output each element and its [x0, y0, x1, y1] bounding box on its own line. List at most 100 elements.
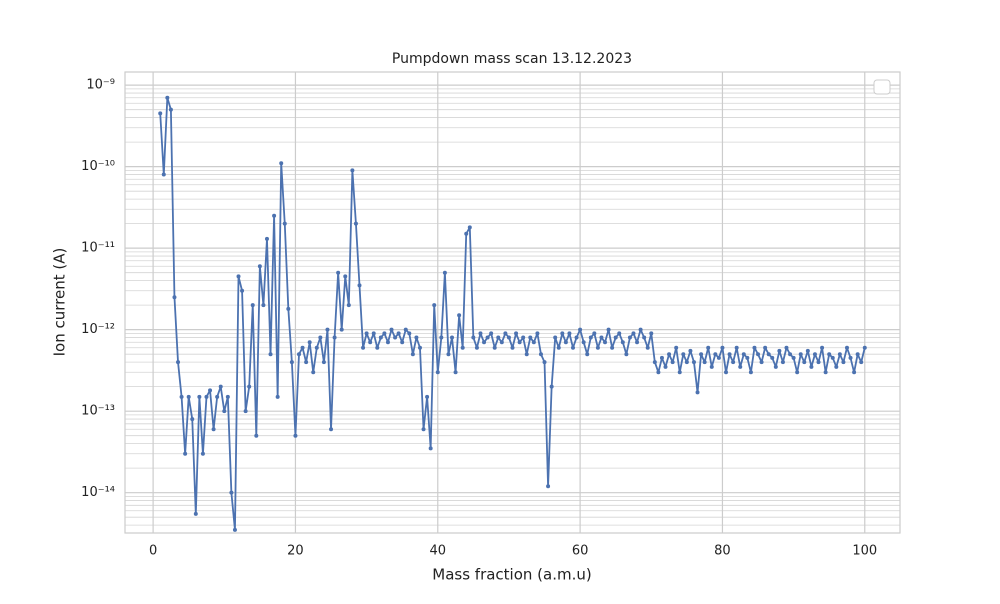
- data-point: [361, 345, 366, 350]
- data-point: [489, 331, 494, 336]
- y-tick-label: 10⁻⁹: [86, 78, 115, 93]
- labels: 10⁻¹⁴ 10⁻¹³ 10⁻¹² 10⁻¹¹ 10⁻¹⁰ 10⁻⁹ 0 20 40 60 80 10…: [81, 78, 891, 559]
- data-point: [702, 360, 707, 365]
- data-point: [674, 345, 679, 350]
- data-point: [859, 360, 864, 365]
- data-point: [538, 352, 543, 357]
- data-point: [581, 340, 586, 345]
- data-point: [243, 409, 248, 414]
- data-point: [460, 345, 465, 350]
- data-point: [478, 331, 483, 336]
- data-point: [240, 288, 245, 293]
- data-point: [560, 331, 565, 336]
- data-point: [524, 352, 529, 357]
- data-point: [232, 527, 237, 532]
- data-point: [439, 335, 444, 340]
- data-point: [780, 360, 785, 365]
- data-point: [570, 345, 575, 350]
- data-point: [731, 360, 736, 365]
- y-tick-label: 10⁻¹⁴: [81, 485, 115, 500]
- data-point: [716, 355, 721, 360]
- data-point: [606, 327, 611, 332]
- data-point: [200, 451, 205, 456]
- data-point: [595, 345, 600, 350]
- chart-title: Pumpdown mass scan 13.12.2023: [392, 51, 632, 67]
- data-point: [446, 352, 451, 357]
- data-point: [218, 384, 223, 389]
- data-point: [172, 295, 177, 300]
- data-point: [385, 340, 390, 345]
- data-point: [250, 303, 255, 308]
- data-point: [261, 303, 266, 308]
- data-point: [485, 335, 490, 340]
- data-point: [723, 370, 728, 375]
- data-point: [756, 352, 761, 357]
- data-point: [168, 107, 173, 112]
- data-point: [759, 360, 764, 365]
- data-point: [567, 331, 572, 336]
- data-point: [578, 327, 583, 332]
- data-point: [709, 364, 714, 369]
- data-point: [389, 327, 394, 332]
- data-point: [457, 313, 462, 318]
- data-point: [325, 327, 330, 332]
- data-point: [414, 335, 419, 340]
- data-point: [553, 335, 558, 340]
- data-point: [784, 345, 789, 350]
- data-point: [574, 335, 579, 340]
- data-point: [506, 335, 511, 340]
- data-point: [727, 352, 732, 357]
- data-point: [862, 345, 867, 350]
- data-point: [176, 360, 181, 365]
- data-point: [453, 370, 458, 375]
- data-point: [208, 388, 213, 393]
- data-point: [514, 331, 519, 336]
- data-point: [770, 355, 775, 360]
- data-point: [279, 161, 284, 166]
- data-point: [229, 490, 234, 495]
- data-point: [535, 331, 540, 336]
- data-point: [645, 345, 650, 350]
- data-point: [642, 335, 647, 340]
- data-point: [610, 345, 615, 350]
- data-point: [812, 352, 817, 357]
- x-tick-label: 80: [714, 544, 731, 559]
- data-point: [503, 331, 508, 336]
- data-point: [336, 270, 341, 275]
- data-point: [837, 352, 842, 357]
- y-tick-label: 10⁻¹³: [81, 404, 115, 419]
- data-point: [428, 446, 433, 451]
- data-point: [588, 335, 593, 340]
- data-point: [158, 111, 163, 116]
- data-point: [805, 348, 810, 353]
- data-point: [592, 331, 597, 336]
- x-tick-label: 0: [149, 544, 157, 559]
- data-point: [432, 303, 437, 308]
- data-point: [528, 335, 533, 340]
- data-point: [638, 327, 643, 332]
- data-point: [499, 340, 504, 345]
- data-point: [482, 340, 487, 345]
- data-point: [450, 335, 455, 340]
- data-point: [670, 360, 675, 365]
- x-tick-label: 40: [430, 544, 447, 559]
- data-point: [549, 384, 554, 389]
- data-point: [165, 95, 170, 100]
- data-point: [471, 335, 476, 340]
- data-point: [617, 331, 622, 336]
- data-point: [297, 352, 302, 357]
- data-point: [215, 394, 220, 399]
- data-point: [531, 340, 536, 345]
- data-point: [183, 451, 188, 456]
- data-point: [795, 370, 800, 375]
- data-point: [802, 360, 807, 365]
- data-point: [649, 331, 654, 336]
- data-point: [834, 364, 839, 369]
- data-point: [396, 331, 401, 336]
- data-point: [364, 331, 369, 336]
- data-point: [713, 352, 718, 357]
- data-point: [517, 340, 522, 345]
- data-point: [329, 427, 334, 432]
- data-point: [827, 352, 832, 357]
